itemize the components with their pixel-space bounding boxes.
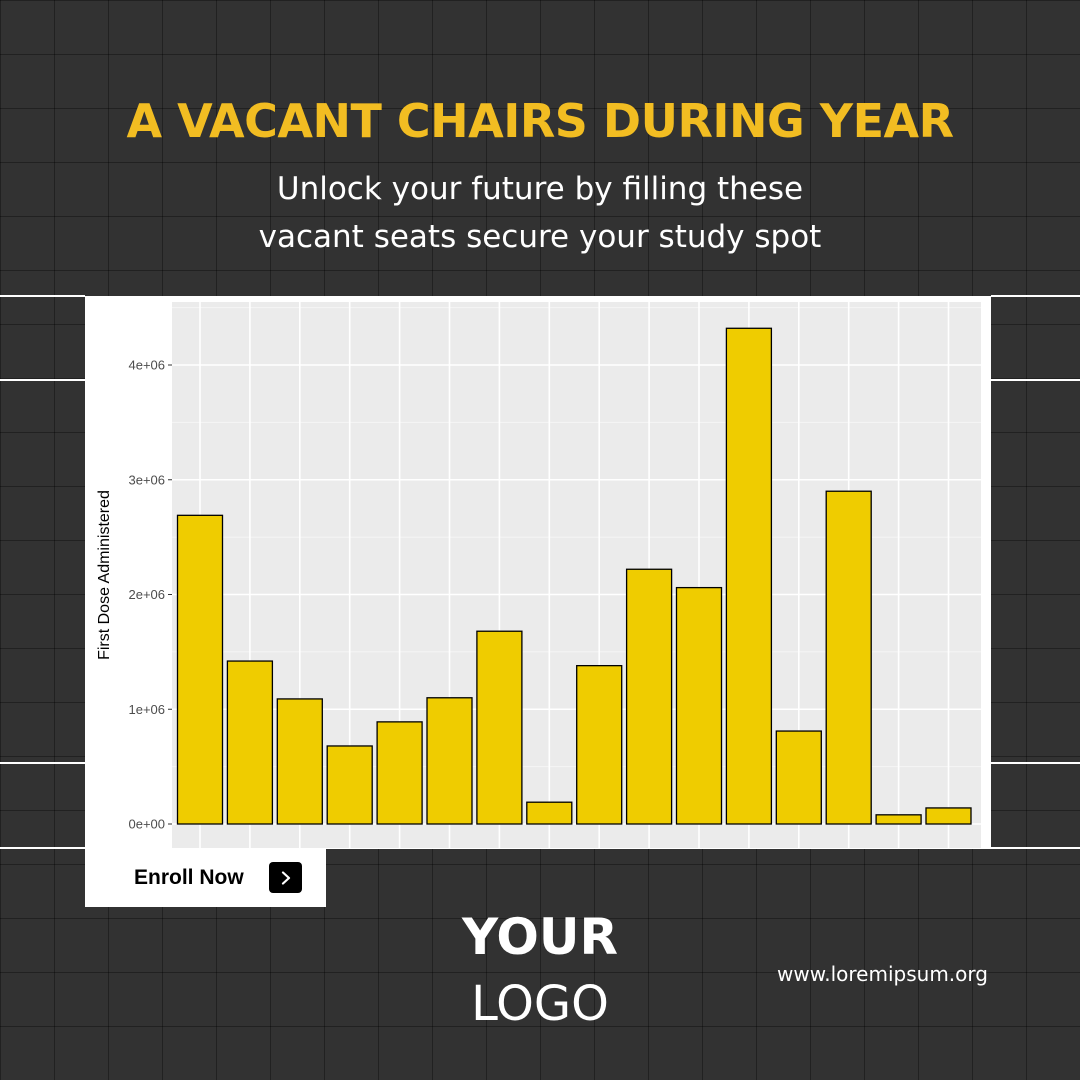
bar: [226, 660, 274, 825]
y-tick-label: 3e+06: [128, 472, 165, 487]
enroll-now-button[interactable]: Enroll Now: [85, 848, 326, 907]
bar-series: [176, 327, 972, 825]
bar: [426, 697, 473, 825]
bar: [825, 490, 872, 825]
logo-text-your: YOUR: [461, 908, 619, 966]
bar: [326, 745, 373, 825]
bar: [625, 568, 673, 825]
bar: [276, 698, 323, 825]
bar: [675, 586, 723, 825]
chart-card: 0e+00 1e+06 2e+06 3e+06 4e+06 First Dose Adm…: [85, 296, 991, 848]
bar: [576, 664, 623, 825]
subtitle-line: Unlock your future by filling these: [276, 171, 804, 207]
bar: [476, 630, 523, 825]
bar: [875, 814, 922, 825]
bar: [376, 721, 423, 825]
bar: [725, 327, 773, 825]
bar: [775, 730, 822, 825]
y-tick-label: 1e+06: [128, 702, 165, 717]
y-tick-label: 2e+06: [128, 587, 165, 602]
page-subtitle: Unlock your future by filling these vaca…: [0, 165, 1080, 261]
bar: [925, 807, 972, 825]
page-title: A VACANT CHAIRS DURING YEAR: [126, 94, 954, 148]
divider-line: [991, 762, 1080, 764]
logo-text-logo: LOGO: [471, 976, 609, 1032]
divider-line: [0, 379, 85, 381]
divider-line: [0, 295, 85, 297]
y-tick-label: 0e+00: [128, 817, 165, 832]
website-link[interactable]: www.loremipsum.org: [777, 962, 988, 986]
chevron-right-icon: [269, 862, 302, 893]
bar: [176, 514, 224, 825]
y-axis: 0e+00 1e+06 2e+06 3e+06 4e+06: [128, 358, 172, 832]
divider-line: [0, 762, 85, 764]
y-axis-label: First Dose Administered: [96, 490, 113, 660]
divider-line: [991, 379, 1080, 381]
y-tick-label: 4e+06: [128, 358, 165, 373]
bar-chart: 0e+00 1e+06 2e+06 3e+06 4e+06 First Dose Adm…: [96, 302, 981, 848]
enroll-now-label: Enroll Now: [134, 866, 244, 889]
bar: [526, 801, 573, 825]
divider-line: [991, 295, 1080, 297]
subtitle-line: vacant seats secure your study spot: [258, 219, 822, 255]
